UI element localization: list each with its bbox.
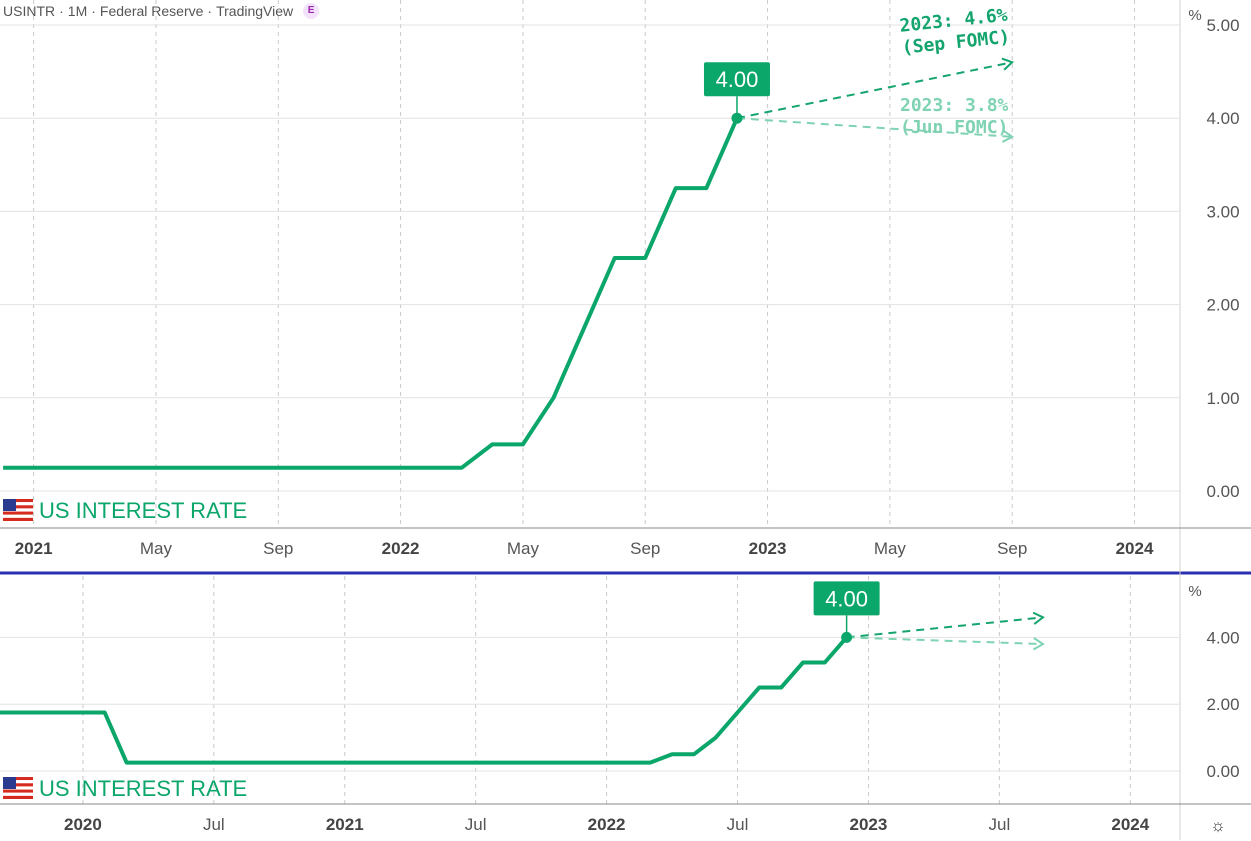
events-badge-icon[interactable]: E — [303, 3, 320, 19]
x-tick-label: 2022 — [588, 815, 626, 834]
projection-label-line2: (Jun FOMC) — [900, 117, 1008, 138]
y-tick-label: 4.00 — [1206, 109, 1239, 128]
symbol-label[interactable]: USINTR — [3, 3, 56, 19]
x-tick-label: May — [140, 539, 173, 558]
y-tick-label: 5.00 — [1206, 16, 1239, 35]
series-legend-title: US INTEREST RATE — [39, 776, 247, 801]
flag-stripe — [3, 780, 33, 784]
us-flag-icon — [3, 499, 33, 521]
chart-panel-top: 2021 May Sep 2022 May Sep 2023 May Sep 2024 0.00 1.… — [0, 0, 1251, 558]
projection-line — [736, 61, 1013, 120]
x-tick-label: May — [507, 539, 540, 558]
x-tick-label: Jul — [727, 815, 749, 834]
x-tick-label: Jul — [203, 815, 225, 834]
interval-label[interactable]: 1M — [67, 3, 88, 19]
y-tick-label: 1.00 — [1206, 389, 1239, 408]
flag-stripe — [3, 795, 33, 799]
x-tick-label: 2021 — [326, 815, 364, 834]
header-separator: · — [59, 3, 64, 19]
x-tick-label: 2023 — [850, 815, 888, 834]
projection-arrowhead — [1032, 637, 1045, 651]
x-tick-label: Sep — [263, 539, 293, 558]
us-flag-icon — [3, 777, 33, 799]
x-tick-label: May — [874, 539, 907, 558]
x-tick-label: 2022 — [382, 539, 420, 558]
flag-stripe — [3, 517, 33, 521]
projection-line — [846, 636, 1044, 646]
last-value-label: 4.00 — [716, 67, 759, 92]
y-tick-label: 2.00 — [1206, 296, 1239, 315]
projection-arrowhead — [1001, 57, 1015, 71]
projection-arrowhead — [1032, 611, 1045, 625]
rate-series-line — [0, 636, 849, 765]
x-tick-label: 2024 — [1111, 815, 1149, 834]
y-unit-label: % — [1188, 583, 1201, 600]
projection-line — [736, 117, 1013, 138]
last-value-label-box — [703, 62, 770, 97]
x-tick-label: 2020 — [64, 815, 102, 834]
series-legend-title: US INTEREST RATE — [39, 498, 247, 523]
projection-arrowhead — [1001, 129, 1015, 143]
projection-line — [846, 616, 1044, 639]
x-tick-label: Sep — [997, 539, 1027, 558]
y-tick-label: 0.00 — [1206, 762, 1239, 781]
y-tick-label: 2.00 — [1206, 695, 1239, 714]
flag-stripe — [3, 499, 33, 503]
flag-stripe — [3, 786, 33, 790]
flag-stripe — [3, 777, 33, 781]
flag-stripe — [3, 511, 33, 515]
x-tick-label: 2021 — [15, 539, 53, 558]
flag-stripe — [3, 508, 33, 512]
x-tick-label: 2023 — [749, 539, 787, 558]
x-tick-label: Jul — [465, 815, 487, 834]
y-unit-label: % — [1188, 7, 1201, 24]
x-tick-label: Sep — [630, 539, 660, 558]
y-tick-label: 3.00 — [1206, 202, 1239, 221]
projection-annotation: 2023: 3.8%(Jun FOMC) — [900, 95, 1009, 138]
header-separator: · — [91, 3, 96, 19]
projection-label-line1: 2023: 3.8% — [900, 95, 1009, 116]
y-tick-label: 0.00 — [1206, 482, 1239, 501]
flag-canton — [3, 499, 16, 511]
header-separator: · — [207, 3, 213, 19]
flag-stripe — [3, 792, 33, 796]
chart-header: USINTR · 1M · Federal Reserve · TradingV… — [3, 3, 320, 19]
last-value-label: 4.00 — [825, 586, 868, 611]
rate-series-line — [3, 117, 739, 470]
flag-canton — [3, 777, 16, 789]
platform-label: TradingView — [216, 3, 294, 19]
source-label: Federal Reserve — [99, 3, 204, 19]
flag-stripe — [3, 783, 33, 787]
projection-annotation: 2023: 4.6%(Sep FOMC) — [899, 5, 1011, 59]
x-tick-label: Jul — [988, 815, 1010, 834]
x-tick-label: 2024 — [1116, 539, 1154, 558]
last-value-label-box — [813, 581, 880, 616]
flag-stripe — [3, 505, 33, 509]
flag-stripe — [3, 502, 33, 506]
chart-panel-bottom: 2020 Jul 2021 Jul 2022 Jul 2023 Jul 2024 0.00 2.00… — [0, 576, 1251, 834]
y-tick-label: 4.00 — [1206, 628, 1239, 647]
flag-stripe — [3, 514, 33, 518]
flag-stripe — [3, 789, 33, 793]
gear-icon[interactable]: ☼ — [1210, 816, 1226, 835]
